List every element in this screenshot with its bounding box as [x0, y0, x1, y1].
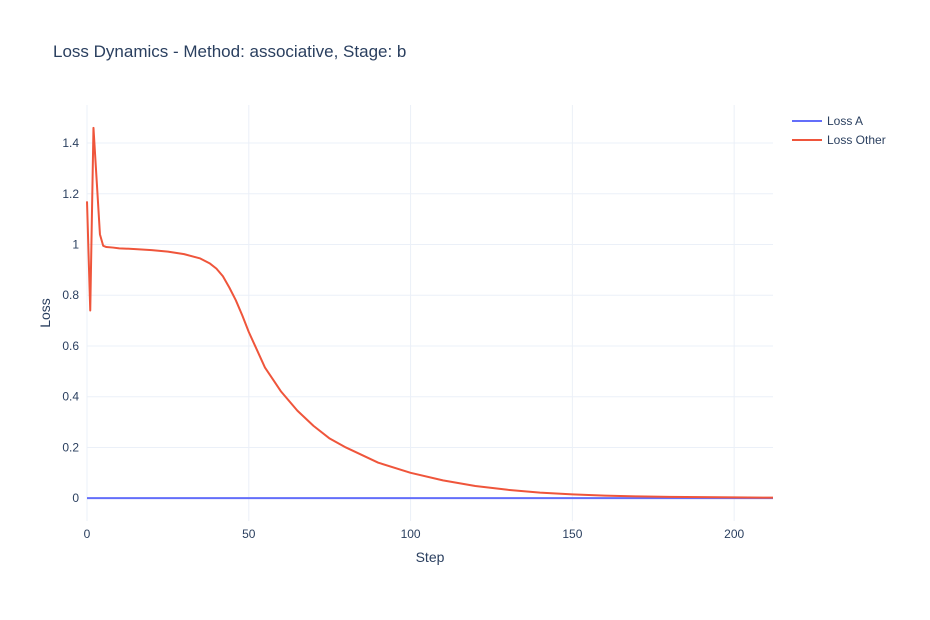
y-axis-title: Loss — [37, 298, 53, 328]
y-tick-label: 1 — [72, 238, 79, 252]
x-axis-title: Step — [416, 549, 445, 565]
y-tick-label: 1.4 — [62, 136, 79, 150]
grid — [86, 105, 773, 521]
x-tick-label: 150 — [562, 527, 582, 541]
y-tick-label: 0.4 — [62, 390, 79, 404]
y-tick-label: 0.8 — [62, 288, 79, 302]
y-tick-label: 0.6 — [62, 339, 79, 353]
legend: Loss A Loss Other — [792, 114, 886, 147]
chart-title: Loss Dynamics - Method: associative, Sta… — [53, 42, 406, 61]
y-tick-label: 1.2 — [62, 187, 79, 201]
series-line-loss-other — [86, 126, 774, 499]
x-axis-ticks: 0 50 100 150 200 — [84, 527, 745, 541]
x-tick-label: 200 — [724, 527, 744, 541]
y-tick-label: 0 — [72, 491, 79, 505]
legend-label: Loss Other — [827, 133, 886, 147]
y-axis-ticks: 0 0.2 0.4 0.6 0.8 1 1.2 1.4 — [62, 136, 79, 505]
x-tick-label: 50 — [242, 527, 256, 541]
x-tick-label: 100 — [401, 527, 421, 541]
plot-series — [86, 126, 774, 500]
x-tick-label: 0 — [84, 527, 91, 541]
y-tick-label: 0.2 — [62, 440, 79, 454]
legend-label: Loss A — [827, 114, 863, 128]
